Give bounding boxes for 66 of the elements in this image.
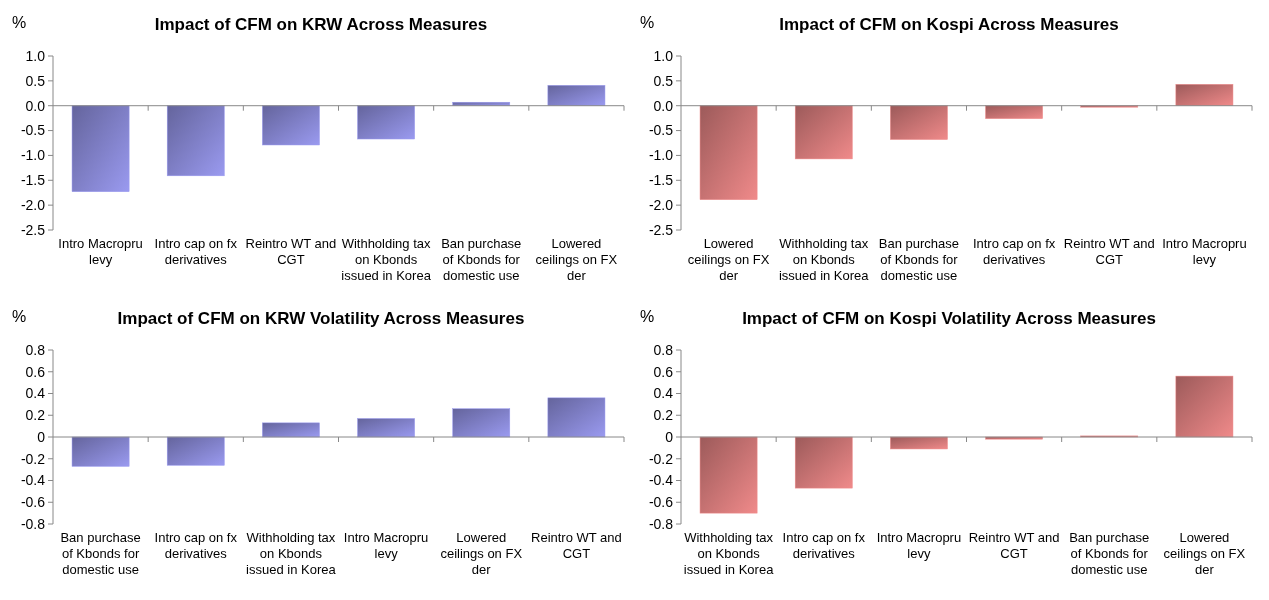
x-tick-label: Withholding tax on Kbonds issued in Korea — [778, 236, 870, 283]
x-tick-label: Reintro WT and CGT — [1063, 236, 1155, 267]
y-axis-title: % — [12, 14, 27, 31]
x-tick-label: Ban purchase of Kbonds for domestic use — [878, 236, 960, 283]
x-tick-label: Withholding tax on Kbonds issued in Korea — [683, 530, 775, 577]
y-tick-label: 0 — [665, 428, 674, 445]
y-tick-label: 1.0 — [25, 47, 46, 64]
y-axis-title: % — [640, 14, 655, 31]
y-tick-label: -0.4 — [648, 472, 674, 489]
y-tick-label: -0.2 — [648, 450, 674, 467]
y-tick-label: -1.0 — [648, 147, 674, 164]
y-tick-label: 0.6 — [25, 363, 46, 380]
y-tick-label: -0.5 — [648, 122, 674, 139]
y-tick-label: 0.6 — [653, 363, 674, 380]
y-tick-label: -1.0 — [20, 147, 46, 164]
chart-title: Impact of CFM on KRW Across Measures — [154, 15, 488, 34]
x-tick-label: Ban purchase of Kbonds for domestic use — [60, 530, 141, 577]
x-tick-label: Intro cap on fx derivatives — [154, 530, 238, 561]
y-tick-label: 0.0 — [25, 97, 46, 114]
y-tick-label: 0.2 — [653, 407, 674, 424]
x-tick-label: Lowered ceilings on FX der — [440, 530, 523, 577]
x-tick-label: Lowered ceilings on FX der — [687, 236, 770, 283]
x-tick-label: Reintro WT and CGT — [968, 530, 1060, 561]
y-tick-label: -1.5 — [648, 172, 674, 189]
y-tick-label: -0.8 — [648, 515, 674, 532]
chart-title: Impact of CFM on Kospi Volatility Across Measures — [742, 309, 1156, 328]
y-tick-label: 0 — [37, 428, 46, 445]
y-tick-label: 0.4 — [653, 385, 674, 402]
y-tick-label: -2.5 — [20, 221, 46, 238]
x-tick-label: Reintro WT and CGT — [245, 236, 337, 267]
chart-title: Impact of CFM on KRW Volatility Across Measures — [117, 309, 525, 328]
x-tick-label: Intro Macropru levy — [58, 236, 143, 267]
y-tick-label: 0.5 — [653, 72, 674, 89]
x-tick-label: Ban purchase of Kbonds for domestic use — [1069, 530, 1150, 577]
y-axis-title: % — [12, 308, 27, 325]
x-tick-label: Intro Macropru levy — [1162, 236, 1247, 267]
y-tick-label: -2.5 — [648, 221, 674, 238]
x-tick-label: Lowered ceilings on FX der — [535, 236, 618, 283]
y-tick-label: 0.0 — [653, 97, 674, 114]
y-tick-label: -2.0 — [20, 197, 46, 214]
x-tick-label: Withholding tax on Kbonds issued in Korea — [246, 530, 337, 577]
x-tick-label: Intro Macropru levy — [343, 530, 429, 561]
y-tick-label: 0.2 — [25, 407, 46, 424]
x-tick-label: Ban purchase of Kbonds for domestic use — [441, 236, 522, 283]
x-tick-label: Intro Macropru levy — [876, 530, 962, 561]
y-tick-label: -0.8 — [20, 515, 46, 532]
y-tick-label: -0.4 — [20, 472, 46, 489]
y-axis-title: % — [640, 308, 655, 325]
y-tick-label: 0.8 — [653, 341, 674, 358]
chart-title: Impact of CFM on Kospi Across Measures — [779, 15, 1119, 34]
y-tick-label: -1.5 — [20, 172, 46, 189]
y-tick-label: 0.5 — [25, 72, 46, 89]
y-tick-label: 0.8 — [25, 341, 46, 358]
y-tick-label: 0.4 — [25, 385, 46, 402]
y-tick-label: -0.6 — [648, 494, 674, 511]
y-tick-label: -2.0 — [648, 197, 674, 214]
y-tick-label: 1.0 — [653, 47, 674, 64]
x-tick-label: Withholding tax on Kbonds issued in Korea — [341, 236, 432, 283]
y-tick-label: -0.6 — [20, 494, 46, 511]
y-tick-label: -0.5 — [20, 122, 46, 139]
x-tick-label: Intro cap on fx derivatives — [782, 530, 866, 561]
x-tick-label: Lowered ceilings on FX der — [1163, 530, 1246, 577]
x-tick-label: Intro cap on fx derivatives — [972, 236, 1056, 267]
x-tick-label: Intro cap on fx derivatives — [154, 236, 238, 267]
x-tick-label: Reintro WT and CGT — [531, 530, 622, 561]
y-tick-label: -0.2 — [20, 450, 46, 467]
